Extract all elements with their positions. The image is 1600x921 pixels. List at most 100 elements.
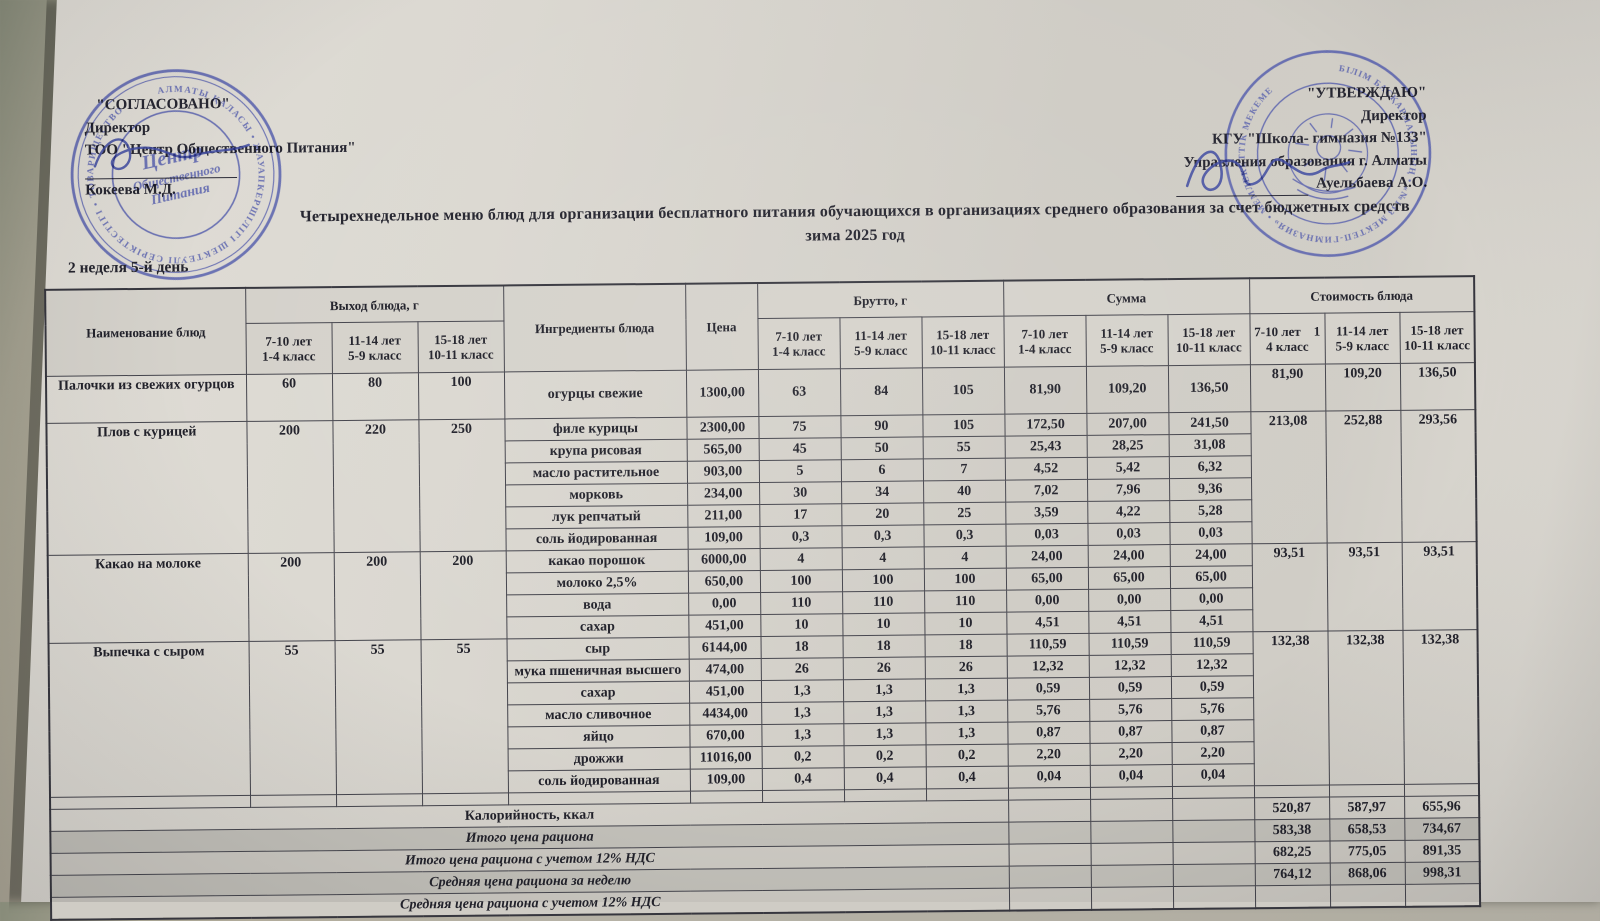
header-cost-group: Стоимость блюда: [1249, 276, 1475, 314]
paper-sheet: [20, 0, 1600, 902]
signature-right: [1185, 150, 1351, 191]
summary-value: 775,05: [1329, 840, 1405, 864]
summary-value: 998,31: [1404, 861, 1481, 885]
cell-sum: 7,02: [1005, 479, 1088, 503]
cell-gross: 55: [922, 436, 1005, 459]
cell-yield: 60: [245, 373, 333, 422]
summary-empty: [1090, 886, 1174, 910]
cell-price: 109,00: [689, 768, 763, 792]
cell-sum: 2,20: [1089, 742, 1172, 766]
cell-sum: 110,59: [1170, 631, 1253, 655]
summary-empty: [1008, 865, 1091, 889]
summary-empty: [1172, 819, 1255, 843]
cell-gross: 1,3: [843, 722, 926, 746]
spacer-cell: [690, 790, 763, 804]
cell-yield: 100: [417, 371, 505, 420]
cell-ingredient: молоко 2,5%: [505, 571, 689, 595]
cell-gross: 10: [842, 612, 925, 636]
summary-empty: [1172, 885, 1256, 910]
cell-sum: 0,59: [1006, 677, 1090, 701]
cell-gross: 1,3: [925, 700, 1008, 723]
summary-value: [1255, 885, 1331, 909]
cell-gross: 90: [840, 414, 923, 438]
cell-gross: 26: [760, 657, 843, 681]
summary-value: 583,38: [1254, 819, 1330, 842]
cell-sum: 3,59: [1005, 501, 1088, 525]
spacer-cell: [250, 794, 337, 808]
cell-price: 11016,00: [689, 746, 762, 770]
summary-empty: [1090, 842, 1173, 866]
cell-price: 903,00: [686, 460, 760, 484]
cell-ingredient: яйцо: [507, 725, 690, 749]
table-header: Наименование блюд Выход блюда, г Ингреди…: [45, 276, 1476, 377]
cell-sum: 24,00: [1005, 545, 1088, 569]
cell-gross: 0,2: [843, 744, 926, 768]
spacer-cell: [336, 793, 423, 807]
cell-gross: 100: [923, 568, 1007, 591]
header-gross-age-3: 15-18 лет 10-11 класс: [921, 316, 1004, 368]
cell-dish-cost: 293,56: [1400, 409, 1477, 543]
cell-sum: 5,42: [1086, 456, 1170, 480]
cell-gross: 0,3: [759, 525, 842, 549]
cell-price: 0,00: [688, 592, 761, 616]
summary-value: 658,53: [1329, 818, 1405, 842]
cell-sum: 12,32: [1006, 655, 1089, 679]
summary-value: 520,87: [1254, 797, 1330, 820]
cell-dish-cost: 81,90: [1250, 364, 1326, 412]
summary-value: 655,96: [1404, 795, 1480, 819]
cell-price: 650,00: [687, 570, 761, 594]
cell-ingredient: вода: [506, 593, 689, 617]
cell-dish-name: Плов с курицей: [46, 421, 248, 556]
header-sum-age-1: 7-10 лет 1-4 класс: [1003, 315, 1086, 368]
cell-gross: 1,3: [842, 678, 926, 702]
cell-gross: 1,3: [761, 723, 844, 747]
cell-price: 670,00: [689, 724, 762, 748]
cell-sum: 0,04: [1089, 764, 1173, 788]
cell-ingredient: филе курицы: [504, 417, 687, 441]
cell-sum: 12,32: [1088, 654, 1171, 678]
cell-ingredient: масло растительное: [504, 461, 688, 485]
cell-gross: 6: [840, 458, 924, 482]
cell-dish-cost: 132,38: [1252, 631, 1330, 786]
header-dish-name: Наименование блюд: [45, 287, 246, 377]
cell-dish-cost: 109,20: [1325, 363, 1401, 412]
cell-sum: 6,32: [1168, 455, 1252, 479]
cell-sum: 28,25: [1086, 434, 1169, 458]
header-gross-age-1: 7-10 лет 1-4 класс: [757, 317, 840, 370]
cell-sum: 0,00: [1006, 589, 1089, 613]
cell-gross: 26: [924, 656, 1007, 679]
cell-gross: 25: [923, 502, 1006, 525]
cell-sum: 0,04: [1171, 763, 1255, 787]
signature-left: [93, 138, 250, 171]
cell-gross: 17: [759, 503, 842, 527]
summary-value: 587,97: [1329, 796, 1405, 820]
cell-price: 234,00: [687, 482, 760, 506]
cell-price: 4434,00: [689, 702, 762, 726]
spacer-cell: [1008, 787, 1091, 801]
cell-price: 451,00: [688, 614, 761, 638]
cell-gross: 0,4: [843, 766, 927, 790]
cell-sum: 9,36: [1169, 477, 1252, 501]
cell-yield: 55: [334, 639, 422, 795]
menu-table: Наименование блюд Выход блюда, г Ингреди…: [44, 275, 1482, 921]
cell-gross: 0,4: [925, 766, 1009, 789]
cell-sum: 2,20: [1171, 741, 1254, 765]
cell-sum: 0,00: [1170, 587, 1253, 611]
company-stamp-icon: АЛМАТЫ ҚАЛАСЫ • ЖАУАПКЕРШІЛІГІ ШЕКТЕУЛІ …: [68, 66, 285, 283]
summary-empty: [1008, 843, 1091, 867]
cell-sum: 4,51: [1088, 610, 1171, 634]
cell-gross: 105: [922, 414, 1005, 437]
spacer-cell: [1172, 785, 1255, 799]
summary-empty: [1008, 799, 1091, 823]
cell-sum: 5,28: [1169, 499, 1252, 523]
summary-empty: [1172, 841, 1255, 865]
cell-gross: 18: [760, 635, 843, 659]
cell-sum: 0,87: [1171, 719, 1254, 743]
cell-dish-cost: 136,50: [1400, 362, 1476, 411]
header-cost-age-2: 11-14 лет 5-9 класс: [1324, 312, 1401, 365]
cell-sum: 0,03: [1005, 523, 1088, 547]
summary-value: 682,25: [1254, 841, 1330, 864]
cell-ingredient: сахар: [506, 615, 689, 639]
cell-sum: 110,59: [1088, 632, 1171, 656]
